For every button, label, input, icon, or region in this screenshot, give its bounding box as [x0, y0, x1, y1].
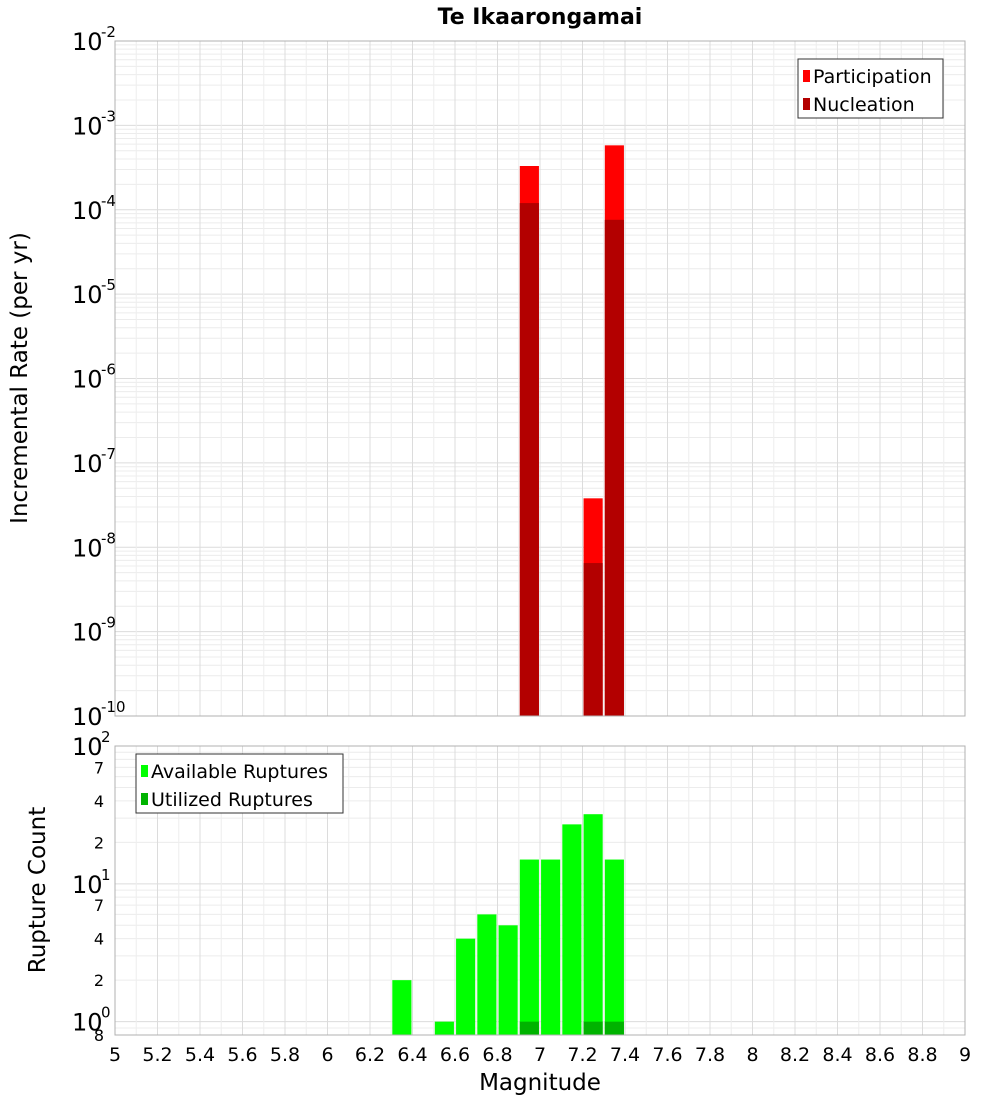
legend-swatch: [141, 793, 148, 805]
y-tick-minor: 7: [94, 896, 104, 915]
x-tick-label: 9: [959, 1044, 971, 1066]
bar-available-ruptures: [562, 824, 582, 1035]
x-tick-label: 7: [534, 1044, 546, 1066]
x-tick-label: 5.2: [142, 1044, 172, 1066]
y-tick-exponent: -8: [101, 529, 116, 547]
top-legend: Participation Nucleation: [797, 58, 944, 119]
y-tick-base: 10: [72, 281, 103, 309]
x-tick-label: 5.4: [185, 1044, 215, 1066]
legend-label: Nucleation: [813, 94, 915, 116]
bar-available-ruptures: [456, 938, 476, 1035]
y-tick-base: 10: [72, 619, 103, 647]
y-tick-base: 10: [72, 871, 103, 899]
bar-available-ruptures: [604, 859, 624, 1035]
y-tick-minor: 8: [94, 1026, 104, 1045]
bar-nucleation: [519, 203, 539, 716]
x-axis-label: Magnitude: [479, 1070, 601, 1096]
x-tick-label: 6.6: [440, 1044, 470, 1066]
x-tick-label: 5.6: [227, 1044, 257, 1066]
x-tick-label: 8.4: [822, 1044, 852, 1066]
y-tick-exponent: -6: [101, 361, 116, 379]
y-tick-exponent: -9: [101, 614, 116, 632]
y-tick-base: 10: [72, 366, 103, 394]
top-plot-frame: [114, 40, 966, 717]
bar-available-ruptures: [477, 914, 497, 1035]
x-tick-label: 7.6: [652, 1044, 682, 1066]
bar-nucleation: [604, 219, 624, 717]
y-tick-exponent: 2: [101, 728, 111, 746]
x-tick-label: 6.2: [355, 1044, 385, 1066]
top-plot-bars: [519, 145, 624, 717]
bottom-y-axis-label: Rupture Count: [25, 807, 51, 973]
y-tick-base: 10: [72, 1009, 103, 1037]
top-y-axis-label: Incremental Rate (per yr): [7, 232, 33, 524]
bottom-legend: Available Ruptures Utilized Ruptures: [135, 753, 344, 814]
x-tick-label: 7.4: [610, 1044, 640, 1066]
x-tick-label: 8.2: [780, 1044, 810, 1066]
bar-nucleation: [583, 563, 603, 716]
bar-available-ruptures: [392, 980, 412, 1035]
x-tick-label: 7.8: [695, 1044, 725, 1066]
y-tick-minor: 7: [94, 758, 104, 777]
y-tick-base: 10: [72, 28, 103, 56]
y-tick-exponent: 1: [101, 866, 111, 884]
legend-label: Available Ruptures: [151, 761, 328, 783]
y-tick-exponent: -10: [101, 698, 126, 716]
bar-utilized-ruptures: [519, 1021, 539, 1035]
bottom-plot-grid: [114, 745, 966, 1036]
legend-label: Utilized Ruptures: [151, 789, 313, 811]
bar-available-ruptures: [583, 814, 603, 1035]
y-tick-exponent: -4: [101, 192, 116, 210]
y-tick-base: 10: [72, 197, 103, 225]
y-tick-base: 10: [72, 733, 103, 761]
y-tick-minor: 4: [94, 930, 104, 949]
bottom-plot-frame: [114, 745, 966, 1036]
y-tick-exponent: -5: [101, 276, 116, 294]
x-tick-label: 5.8: [270, 1044, 300, 1066]
x-tick-label: 6.4: [397, 1044, 427, 1066]
legend-swatch: [803, 98, 810, 110]
bar-available-ruptures: [519, 859, 539, 1035]
y-tick-minor: 4: [94, 792, 104, 811]
x-tick-label: 6: [321, 1044, 333, 1066]
y-tick-exponent: 0: [101, 1004, 111, 1022]
y-tick-base: 10: [72, 450, 103, 478]
x-tick-label: 6.8: [482, 1044, 512, 1066]
x-tick-label: 8: [746, 1044, 758, 1066]
bar-utilized-ruptures: [583, 1021, 603, 1035]
x-tick-label: 7.2: [567, 1044, 597, 1066]
bar-utilized-ruptures: [604, 1021, 624, 1035]
y-tick-minor: 2: [94, 971, 104, 990]
bar-available-ruptures: [434, 1021, 454, 1035]
top-plot-grid: [114, 40, 966, 717]
y-tick-minor: 2: [94, 833, 104, 852]
y-tick-exponent: -3: [101, 107, 116, 125]
legend-box: [797, 58, 944, 119]
chart-title: Te Ikaarongamai: [438, 5, 643, 30]
bar-available-ruptures: [498, 925, 518, 1035]
bottom-plot-bars: [392, 814, 624, 1035]
y-tick-exponent: -2: [101, 23, 116, 41]
y-tick-base: 10: [72, 534, 103, 562]
legend-box: [135, 753, 344, 814]
bar-available-ruptures: [541, 859, 561, 1035]
y-tick-base: 10: [72, 703, 103, 731]
x-tick-label: 5: [109, 1044, 121, 1066]
x-tick-label: 8.6: [865, 1044, 895, 1066]
legend-swatch: [803, 70, 810, 82]
legend-swatch: [141, 765, 148, 777]
x-tick-labels: 5 5.2 5.4 5.6 5.8 6 6.2 6.4 6.6 6.8 7 7.2 7.4 7.6 7.8 8…: [109, 1044, 971, 1066]
legend-label: Participation: [813, 66, 932, 88]
x-tick-label: 8.8: [907, 1044, 937, 1066]
y-tick-exponent: -7: [101, 445, 116, 463]
y-tick-base: 10: [72, 112, 103, 140]
